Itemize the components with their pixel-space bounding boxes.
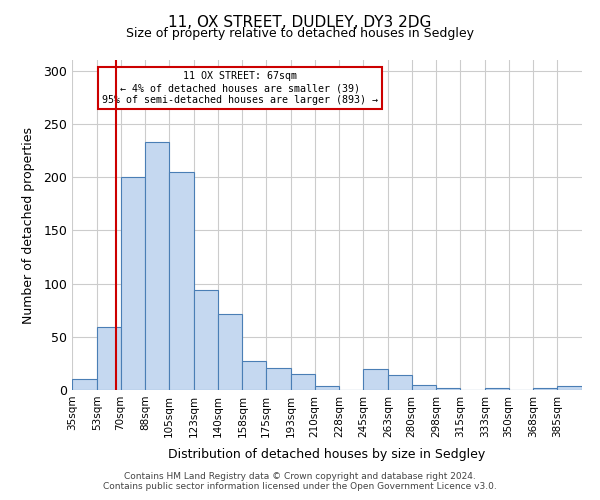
- Text: Size of property relative to detached houses in Sedgley: Size of property relative to detached ho…: [126, 28, 474, 40]
- Bar: [121, 177, 145, 390]
- Bar: [218, 314, 242, 390]
- Bar: [291, 374, 314, 390]
- Text: Contains HM Land Registry data © Crown copyright and database right 2024.
Contai: Contains HM Land Registry data © Crown c…: [103, 472, 497, 491]
- Bar: [145, 142, 169, 390]
- Bar: [388, 375, 412, 390]
- Bar: [266, 368, 291, 390]
- Bar: [72, 380, 97, 390]
- Y-axis label: Number of detached properties: Number of detached properties: [22, 126, 35, 324]
- Bar: [412, 384, 436, 390]
- Bar: [485, 388, 509, 390]
- Bar: [436, 388, 460, 390]
- Text: 11, OX STREET, DUDLEY, DY3 2DG: 11, OX STREET, DUDLEY, DY3 2DG: [169, 15, 431, 30]
- Bar: [557, 386, 582, 390]
- Bar: [194, 290, 218, 390]
- X-axis label: Distribution of detached houses by size in Sedgley: Distribution of detached houses by size …: [169, 448, 485, 461]
- Bar: [242, 362, 266, 390]
- Bar: [169, 172, 194, 390]
- Bar: [314, 386, 340, 390]
- Bar: [533, 388, 557, 390]
- Text: 11 OX STREET: 67sqm
← 4% of detached houses are smaller (39)
95% of semi-detache: 11 OX STREET: 67sqm ← 4% of detached hou…: [103, 72, 379, 104]
- Bar: [97, 327, 121, 390]
- Bar: [363, 368, 388, 390]
